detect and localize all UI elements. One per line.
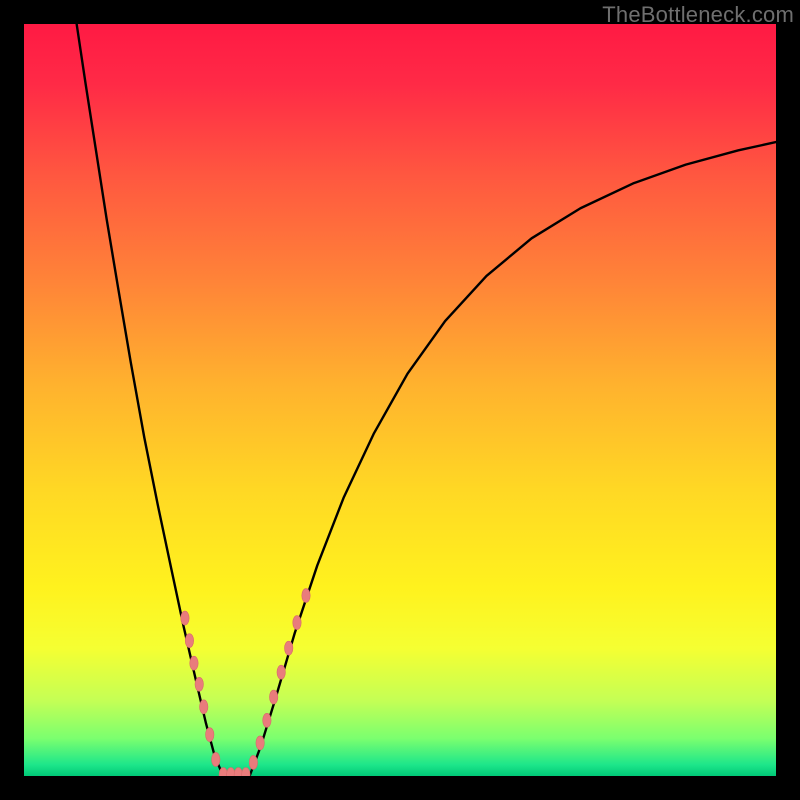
data-marker [206, 728, 214, 742]
data-marker [200, 700, 208, 714]
data-marker [256, 736, 264, 750]
data-marker [212, 752, 220, 766]
data-marker [195, 677, 203, 691]
data-marker [269, 690, 277, 704]
data-marker [185, 634, 193, 648]
data-marker [285, 641, 293, 655]
data-marker [277, 665, 285, 679]
bottleneck-chart [0, 0, 800, 800]
data-marker [181, 611, 189, 625]
data-marker [293, 616, 301, 630]
data-marker [190, 656, 198, 670]
data-marker [263, 713, 271, 727]
data-marker [302, 589, 310, 603]
data-marker [249, 755, 257, 769]
chart-canvas: TheBottleneck.com [0, 0, 800, 800]
watermark-text: TheBottleneck.com [602, 2, 794, 28]
